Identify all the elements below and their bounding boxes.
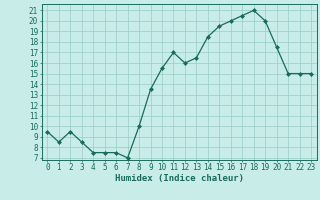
X-axis label: Humidex (Indice chaleur): Humidex (Indice chaleur) [115, 174, 244, 183]
